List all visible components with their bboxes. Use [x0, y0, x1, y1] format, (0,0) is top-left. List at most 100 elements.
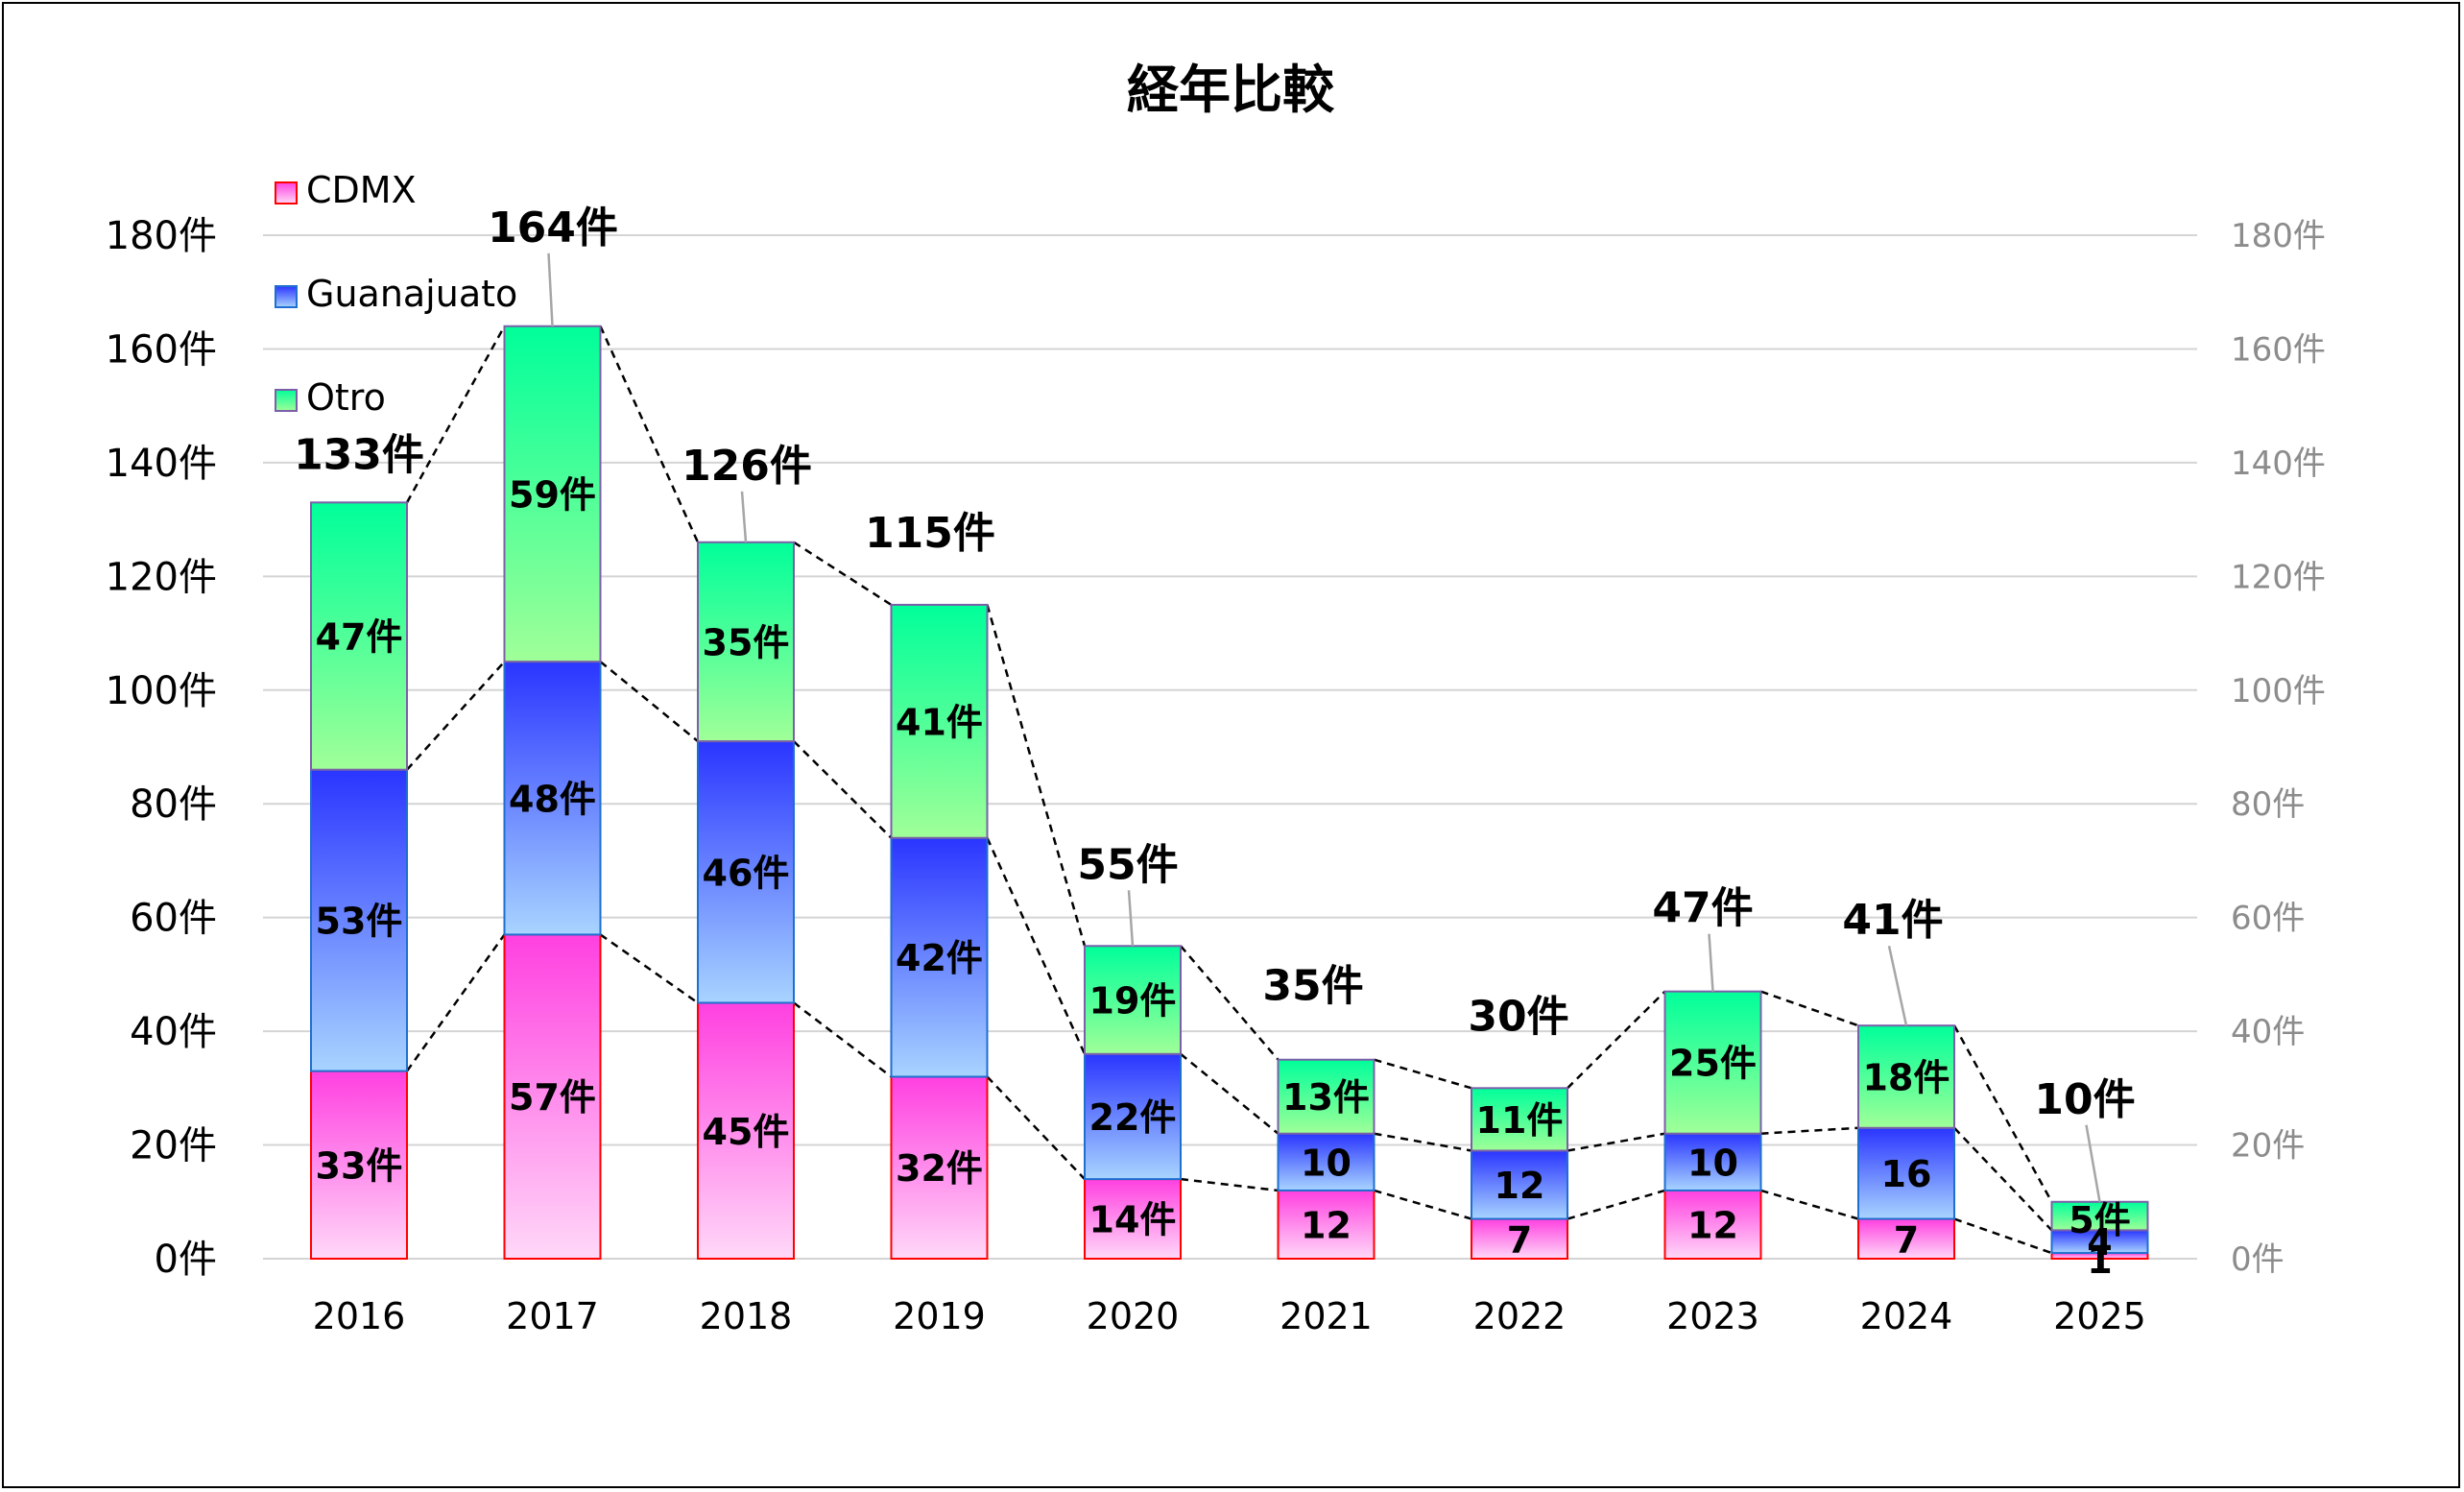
- chart-title: 経年比較: [1127, 60, 1335, 120]
- data-label: 13件: [1282, 1076, 1370, 1119]
- y-tick-label: 0件: [155, 1238, 217, 1282]
- data-label: 32件: [896, 1147, 983, 1190]
- bar-segment-guanajuato: [1277, 1132, 1376, 1191]
- secondary-y-tick-label: 40件: [2231, 1013, 2305, 1051]
- y-tick-label: 100件: [106, 669, 217, 713]
- x-tick-label: 2025: [2053, 1295, 2146, 1337]
- series-line: [1374, 1189, 1472, 1220]
- series-line: [793, 541, 893, 606]
- series-line: [1374, 1132, 1472, 1152]
- series-line: [1567, 990, 1666, 1090]
- data-label: 11件: [1476, 1099, 1564, 1142]
- series-line: [986, 1075, 1086, 1180]
- total-leader-line: [1127, 890, 1135, 947]
- bar-segment-otro: [503, 325, 602, 663]
- data-label: 48件: [509, 778, 596, 820]
- y-tick-label: 120件: [106, 555, 217, 599]
- data-label: 7: [1894, 1218, 1919, 1261]
- x-tick-label: 2021: [1280, 1295, 1373, 1337]
- bar-segment-otro: [1663, 990, 1762, 1135]
- secondary-y-tick-label: 0件: [2231, 1240, 2285, 1279]
- total-label: 164件: [488, 204, 618, 253]
- secondary-y-tick-label: 140件: [2231, 445, 2326, 483]
- legend-label: Otro: [306, 376, 386, 419]
- data-label: 18件: [1863, 1056, 1950, 1098]
- series-line: [1567, 1132, 1665, 1152]
- series-line: [1180, 1177, 1279, 1192]
- y-tick-label: 80件: [130, 782, 217, 827]
- total-label: 47件: [1652, 884, 1753, 933]
- data-label: 33件: [316, 1144, 403, 1187]
- data-label: 12: [1301, 1204, 1352, 1246]
- data-label: 25件: [1669, 1043, 1757, 1085]
- series-line: [1760, 1126, 1859, 1135]
- series-line: [599, 933, 699, 1004]
- series-line: [986, 837, 1087, 1055]
- x-tick-label: 2023: [1666, 1295, 1759, 1337]
- total-leader-line: [740, 491, 748, 542]
- data-label: 14件: [1089, 1199, 1177, 1241]
- y-tick-label: 20件: [130, 1124, 217, 1168]
- series-line: [793, 740, 893, 839]
- total-leader-line: [2085, 1124, 2101, 1202]
- bar-segment-guanajuato: [1471, 1149, 1568, 1220]
- bar-segment-cdmx: [697, 1001, 795, 1260]
- x-tick-label: 2024: [1860, 1295, 1953, 1337]
- y-tick-label: 180件: [106, 214, 217, 258]
- x-tick-label: 2017: [506, 1295, 599, 1337]
- series-line: [1374, 1058, 1472, 1090]
- total-label: 35件: [1262, 962, 1363, 1011]
- series-line: [1953, 1126, 2053, 1232]
- y-tick-label: 140件: [106, 442, 217, 486]
- bar-segment-otro: [1084, 945, 1182, 1055]
- total-label: 10件: [2034, 1075, 2135, 1124]
- bar-segment-cdmx: [890, 1075, 989, 1260]
- bar-segment-guanajuato: [1084, 1052, 1182, 1181]
- bar-segment-otro: [1471, 1087, 1568, 1152]
- y-tick-label: 160件: [106, 327, 217, 372]
- series-line: [986, 604, 1087, 947]
- series-line: [1180, 945, 1280, 1061]
- total-leader-line: [1708, 933, 1714, 992]
- data-label: 57件: [509, 1076, 596, 1119]
- series-line: [1567, 1189, 1665, 1220]
- legend-label: Guanajuato: [306, 273, 517, 315]
- legend-swatch: [275, 285, 298, 308]
- series-line: [599, 325, 700, 543]
- data-label: 7: [1507, 1218, 1532, 1261]
- secondary-y-tick-label: 120件: [2231, 558, 2326, 596]
- secondary-y-tick-label: 100件: [2231, 672, 2326, 710]
- bar-segment-otro: [310, 501, 408, 771]
- bar-segment-guanajuato: [1857, 1126, 1955, 1220]
- data-label: 47件: [316, 616, 403, 659]
- data-label: 59件: [509, 473, 596, 516]
- series-line: [1953, 1217, 2052, 1255]
- secondary-y-tick-label: 20件: [2231, 1127, 2305, 1166]
- total-label: 55件: [1077, 840, 1178, 889]
- bar-segment-guanajuato: [697, 740, 795, 1004]
- series-line: [1760, 990, 1859, 1027]
- x-tick-label: 2022: [1473, 1295, 1567, 1337]
- data-label: 4: [2087, 1221, 2112, 1263]
- data-label: 42件: [896, 937, 983, 979]
- x-tick-label: 2018: [700, 1295, 793, 1337]
- bar-segment-guanajuato: [503, 661, 602, 936]
- x-tick-label: 2019: [893, 1295, 986, 1337]
- data-label: 53件: [316, 901, 403, 943]
- y-tick-label: 60件: [130, 897, 217, 941]
- data-label: 1: [2087, 1239, 2112, 1282]
- x-tick-label: 2016: [313, 1295, 406, 1337]
- series-line: [793, 1001, 893, 1078]
- data-label: 10: [1687, 1142, 1738, 1184]
- secondary-y-tick-label: 180件: [2231, 217, 2326, 255]
- total-leader-line: [1887, 945, 1908, 1026]
- data-label: 10: [1301, 1142, 1352, 1184]
- bar-segment-otro: [697, 541, 795, 743]
- data-label: 5件: [2069, 1199, 2130, 1241]
- secondary-y-tick-label: 60件: [2231, 900, 2305, 938]
- series-line: [1760, 1189, 1859, 1220]
- series-line: [405, 933, 506, 1072]
- total-label: 115件: [865, 509, 995, 558]
- series-line: [405, 325, 506, 503]
- total-label: 126件: [682, 442, 812, 491]
